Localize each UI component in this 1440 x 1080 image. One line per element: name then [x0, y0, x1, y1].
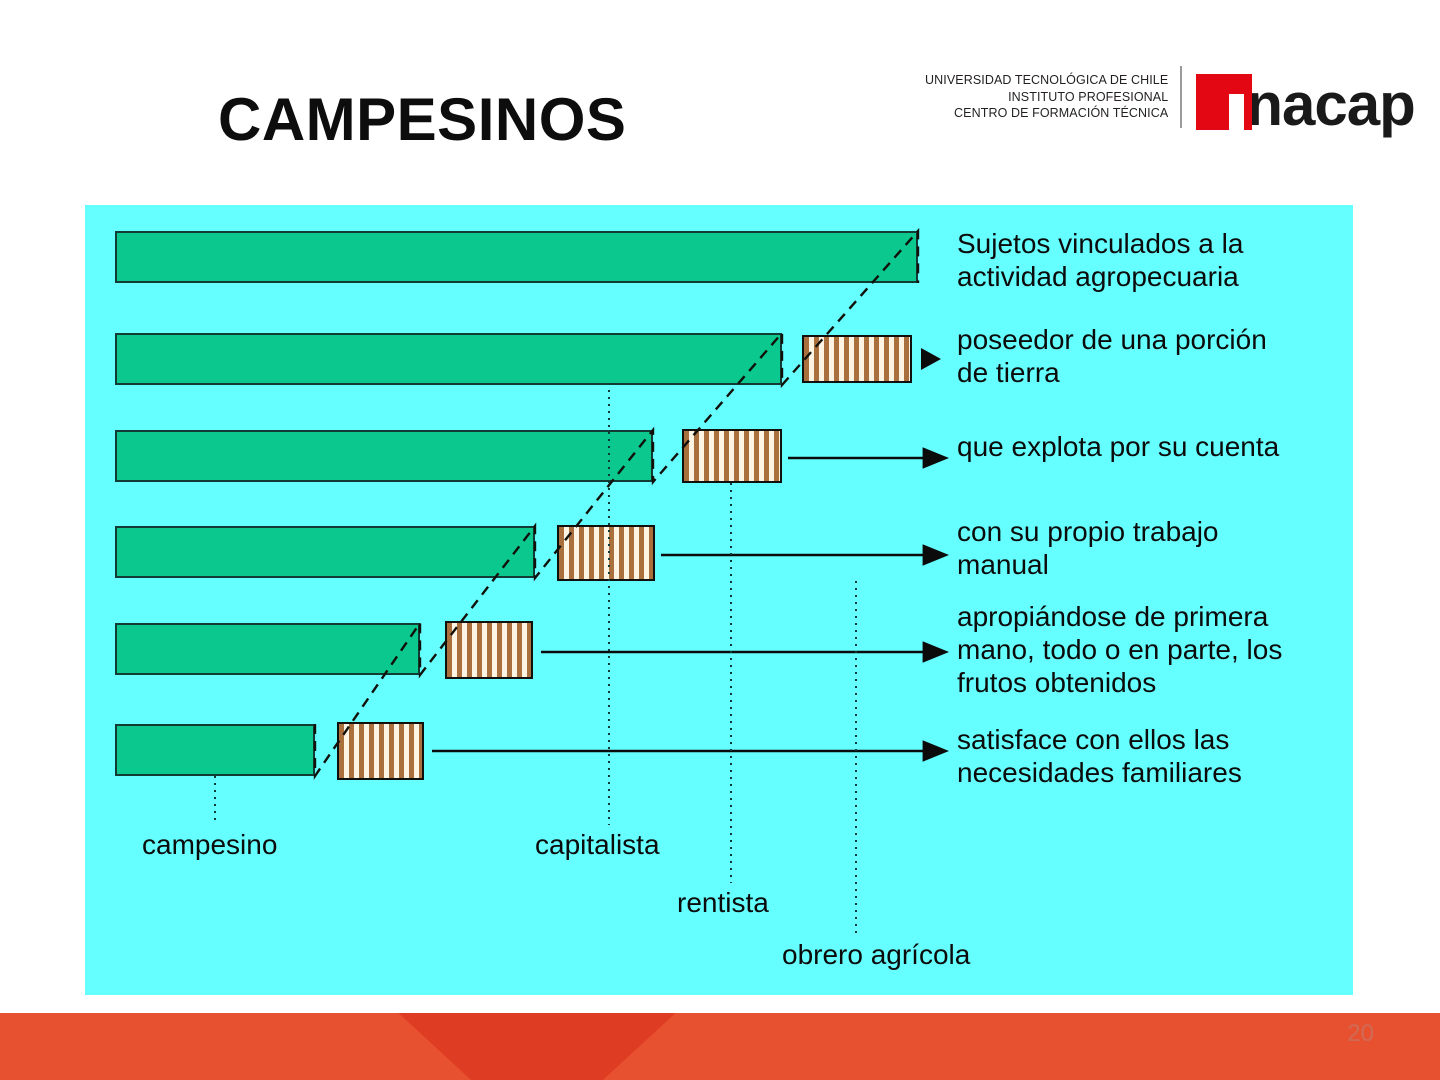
page-number: 20: [1347, 1020, 1374, 1047]
logo-divider: [1180, 66, 1183, 128]
striped-bar: [337, 722, 424, 780]
institution-line-3: CENTRO DE FORMACIÓN TÉCNICA: [954, 106, 1169, 121]
green-bar: [115, 623, 420, 675]
diagram-panel: Sujetos vinculados a la actividad agrope…: [85, 205, 1353, 995]
page-title: CAMPESINOS: [218, 86, 627, 153]
row-label: que explota por su cuenta: [957, 431, 1280, 462]
inacap-wordmark: nacap: [1196, 64, 1416, 138]
institution-line-2: INSTITUTO PROFESIONAL: [1008, 89, 1169, 104]
bottom-label: campesino: [142, 829, 278, 860]
inacap-logo: UNIVERSIDAD TECNOLÓGICA DE CHILE INSTITU…: [925, 62, 1416, 138]
footer-accent-shape: [398, 1013, 676, 1080]
row-label: satisface con ellos las necesidades fami…: [957, 724, 1242, 788]
row-label: apropiándose de primera mano, todo o en …: [957, 601, 1283, 698]
striped-bar: [682, 429, 782, 483]
striped-bar: [445, 621, 533, 679]
striped-bar: [557, 525, 655, 581]
row-label: con su propio trabajo manual: [957, 516, 1219, 580]
green-bar: [115, 526, 535, 578]
bottom-label: obrero agrícola: [782, 939, 971, 970]
footer-band: 20: [0, 1013, 1440, 1080]
green-bar: [115, 724, 315, 776]
green-bar: [115, 333, 782, 385]
wordmark-text: nacap: [1246, 70, 1415, 138]
institution-line-1: UNIVERSIDAD TECNOLÓGICA DE CHILE: [925, 73, 1169, 88]
bottom-label: rentista: [677, 887, 769, 918]
row-label: poseedor de una porción de tierra: [957, 324, 1267, 388]
green-bar: [115, 430, 653, 482]
striped-bar: [802, 335, 912, 383]
institution-names: UNIVERSIDAD TECNOLÓGICA DE CHILE INSTITU…: [925, 72, 1180, 122]
red-square-icon: [1196, 74, 1253, 130]
green-bar: [115, 231, 918, 283]
bottom-label: capitalista: [535, 829, 660, 860]
row-label: Sujetos vinculados a la actividad agrope…: [957, 228, 1244, 292]
arrowhead-icon: [921, 348, 941, 370]
